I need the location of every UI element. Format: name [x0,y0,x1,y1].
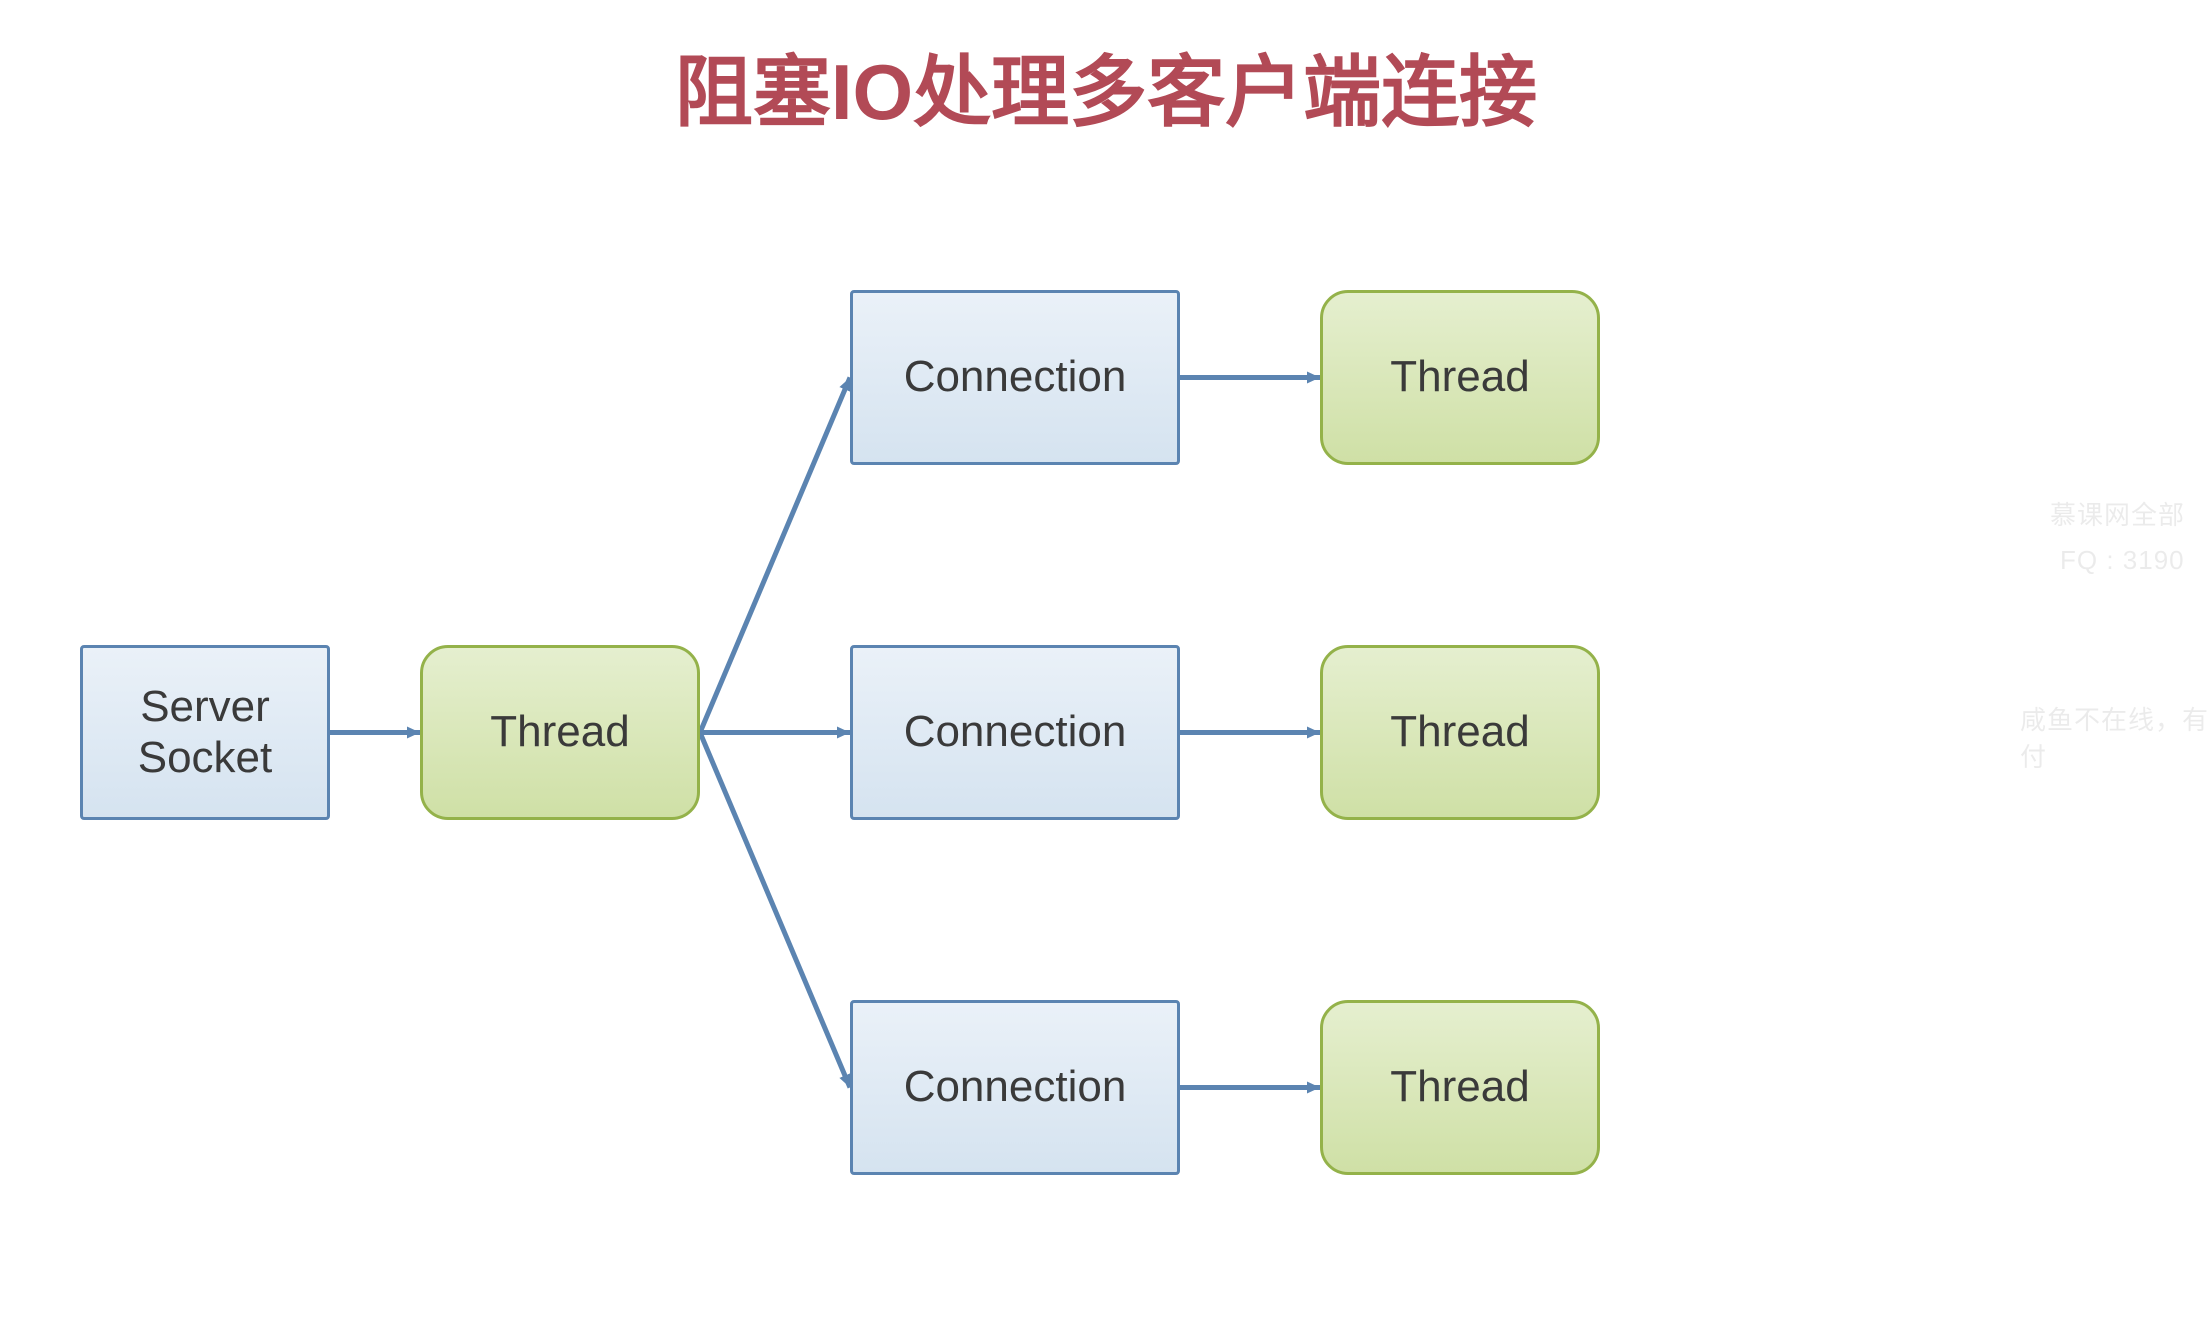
diagram-canvas: 阻塞IO处理多客户端连接 Server Socket Thread Connecti… [0,0,2212,1334]
watermark-text: 咸鱼不在线，有付 [2020,700,2212,774]
watermark-text: FQ : 3190 [2060,545,2185,576]
node-thread-main: Thread [420,645,700,820]
node-thread2: Thread [1320,645,1600,820]
node-server-socket: Server Socket [80,645,330,820]
watermark-text: 慕课网全部 [2050,495,2185,532]
node-conn1: Connection [850,290,1180,465]
node-thread3: Thread [1320,1000,1600,1175]
edge-thread-main-to-conn1 [700,378,850,733]
edge-thread-main-to-conn3 [700,733,850,1088]
node-thread1: Thread [1320,290,1600,465]
node-conn3: Connection [850,1000,1180,1175]
page-title: 阻塞IO处理多客户端连接 [0,30,2212,142]
node-conn2: Connection [850,645,1180,820]
